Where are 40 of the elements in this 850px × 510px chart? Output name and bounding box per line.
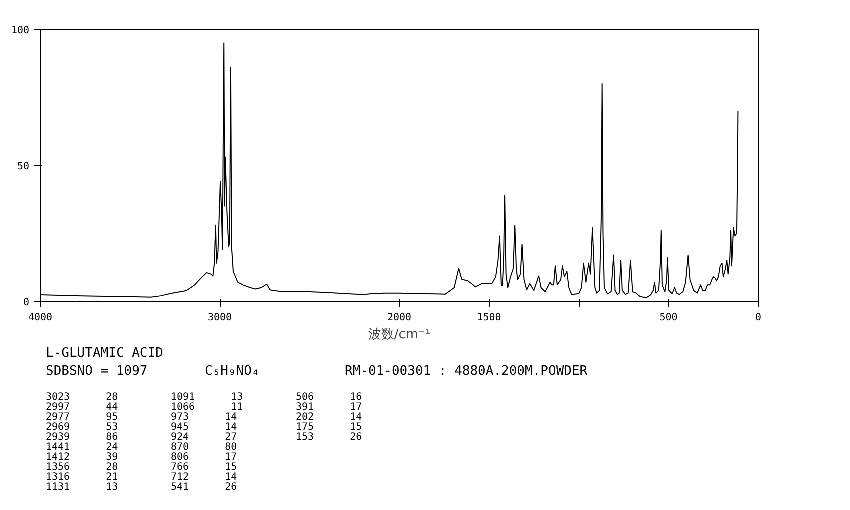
- x-tick-label: 500: [660, 312, 678, 324]
- y-tick-label: 50: [17, 162, 30, 172]
- x-tick-label: 1500: [477, 312, 502, 324]
- text: 1356 28: [46, 462, 118, 473]
- line-series: [40, 42, 739, 298]
- text: 1441 24: [46, 442, 118, 453]
- text: SDBSNO = 1097: [46, 363, 148, 381]
- text: 1091 13: [171, 392, 244, 403]
- text: 1316 21: [46, 472, 118, 483]
- x-tick-label: 2000: [387, 312, 412, 324]
- text: 870 80: [171, 442, 238, 453]
- x-tick-label: 4000: [28, 312, 53, 324]
- text: 945 14: [171, 422, 238, 433]
- text: 806 17: [171, 452, 238, 463]
- text: RM-01-00301 : 4880A.200M.POWDER: [345, 363, 588, 381]
- text: 541 26: [171, 482, 238, 493]
- text: 506 16: [296, 392, 362, 403]
- text: 1066 11: [171, 402, 244, 413]
- x-tick-label: 0: [755, 312, 762, 324]
- text: 766 15: [171, 462, 238, 473]
- text: 973 14: [171, 412, 238, 423]
- text: L-GLUTAMIC ACID: [46, 345, 164, 363]
- text: 153 26: [296, 432, 362, 443]
- x-axis-title: 波数/cm⁻¹: [368, 328, 431, 342]
- text: 2969 53: [46, 422, 118, 433]
- y-tick-label: 0: [23, 298, 30, 308]
- text: 2997 44: [46, 402, 118, 413]
- text: 924 27: [171, 432, 238, 443]
- text: 175 15: [296, 422, 362, 433]
- text: 1131 13: [46, 482, 118, 493]
- text: C₅H₉NO₄: [205, 363, 260, 381]
- text: 391 17: [296, 402, 362, 413]
- text: 712 14: [171, 472, 238, 483]
- text: 3023 28: [46, 392, 118, 403]
- x-tick-label: 3000: [208, 312, 232, 324]
- y-tick-label: 100: [11, 26, 30, 36]
- text: 202 14: [296, 412, 362, 423]
- text: 1412 39: [46, 452, 118, 463]
- text: 2939 86: [46, 432, 118, 443]
- text: 2977 95: [46, 412, 118, 423]
